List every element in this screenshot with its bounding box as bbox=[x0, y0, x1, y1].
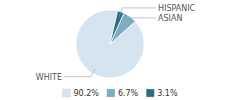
pie-slice bbox=[76, 10, 144, 78]
legend-label: 6.7% bbox=[118, 89, 139, 98]
legend-label: 90.2% bbox=[73, 89, 99, 98]
legend-item: 6.7% bbox=[107, 89, 139, 98]
legend-label: 3.1% bbox=[157, 89, 178, 98]
leader-line bbox=[127, 18, 156, 21]
legend-item: 3.1% bbox=[146, 89, 178, 98]
pie: WHITE ASIANHISPANIC bbox=[36, 4, 196, 82]
slice-label: HISPANIC bbox=[158, 4, 196, 13]
pie-slice bbox=[110, 11, 124, 44]
chart: WHITE ASIANHISPANIC 90.2% 6.7% 3.1% bbox=[0, 0, 240, 100]
slice-label: WHITE bbox=[36, 73, 62, 82]
legend-item: 90.2% bbox=[62, 89, 99, 98]
legend-swatch bbox=[62, 89, 70, 97]
slice-label: ASIAN bbox=[158, 14, 182, 23]
legend-swatch bbox=[146, 89, 154, 97]
leader-line bbox=[119, 8, 156, 17]
legend-swatch bbox=[107, 89, 115, 97]
leader-line bbox=[64, 69, 95, 77]
legend: 90.2% 6.7% 3.1% bbox=[62, 89, 177, 98]
